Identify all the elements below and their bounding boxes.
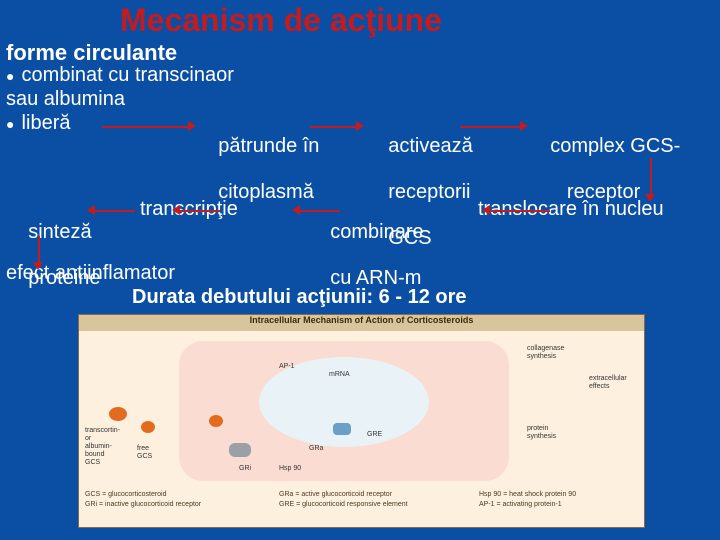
diagram-legend-gri: GRi = inactive glucocorticoid receptor [85, 501, 201, 509]
subtitle: forme circulante [6, 40, 177, 65]
bullet-1-glyph: ● [6, 68, 14, 84]
duration-text: Durata debutului acţiunii: 6 - 12 ore [132, 286, 467, 309]
bullet-2: liberă [16, 112, 70, 135]
blob-3 [209, 415, 223, 427]
diagram-label-collagenase: collagenase synthesis [527, 345, 564, 361]
arrow-8 [38, 236, 40, 262]
arrow-1 [310, 126, 356, 128]
diagram-label-protein: protein synthesis [527, 425, 556, 441]
arrow-6 [180, 210, 220, 212]
step-complex-l1: complex GCS- [550, 135, 680, 157]
step-penetrate-l1: pătrunde în [218, 135, 319, 157]
effect-text: efect antiinflamator [6, 262, 175, 285]
arrow-3 [650, 158, 652, 194]
diagram-label-gra: GRa [309, 445, 323, 453]
diagram-caption-bar: Intracellular Mechanism of Action of Cor… [79, 315, 644, 331]
arrow-2 [460, 126, 520, 128]
arrow-5 [300, 210, 340, 212]
diagram-legend-ap1: AP-1 = activating protein-1 [479, 501, 562, 509]
slide-stage: Mecanism de acţiune forme circulante ● c… [0, 0, 720, 540]
bullet-2-glyph: ● [6, 116, 14, 132]
diagram-label-gri: GRi [239, 465, 251, 473]
diagram-label-bound: transcortin- or albumin- bound GCS [85, 427, 120, 467]
step-combine-l1: combinare [330, 221, 423, 243]
bullet-1-line1: combinat cu transcinaor [16, 64, 234, 87]
diagram-label-free: free GCS [137, 445, 152, 461]
blob-1 [109, 407, 127, 421]
step-activate-l1: activează [388, 135, 473, 157]
diagram-label-extracell: extracellular effects [589, 375, 627, 391]
mechanism-diagram: Intracellular Mechanism of Action of Cor… [78, 314, 645, 528]
diagram-label-gre: GRE [367, 431, 382, 439]
bullet-1-line2: sau albumina [6, 88, 125, 111]
diagram-label-mrna: mRNA [329, 371, 350, 379]
diagram-legend-gre: GRE = glucocorticoid responsive element [279, 501, 408, 509]
title: Mecanism de acţiune [120, 2, 442, 39]
diagram-label-ap1: AP-1 [279, 363, 295, 371]
diagram-legend-hsp: Hsp 90 = heat shock protein 90 [479, 491, 576, 499]
blob-2 [141, 421, 155, 433]
diagram-legend-gcs: GCS = glucocorticosteroid [85, 491, 167, 499]
arrow-4 [490, 210, 550, 212]
diagram-legend-gra: GRa = active glucocorticoid receptor [279, 491, 392, 499]
blob-5 [333, 423, 351, 435]
diagram-caption-text: Intracellular Mechanism of Action of Cor… [250, 315, 474, 325]
arrow-0 [102, 126, 188, 128]
diagram-label-hsp: Hsp 90 [279, 465, 301, 473]
blob-4 [229, 443, 251, 457]
arrow-7 [95, 210, 135, 212]
